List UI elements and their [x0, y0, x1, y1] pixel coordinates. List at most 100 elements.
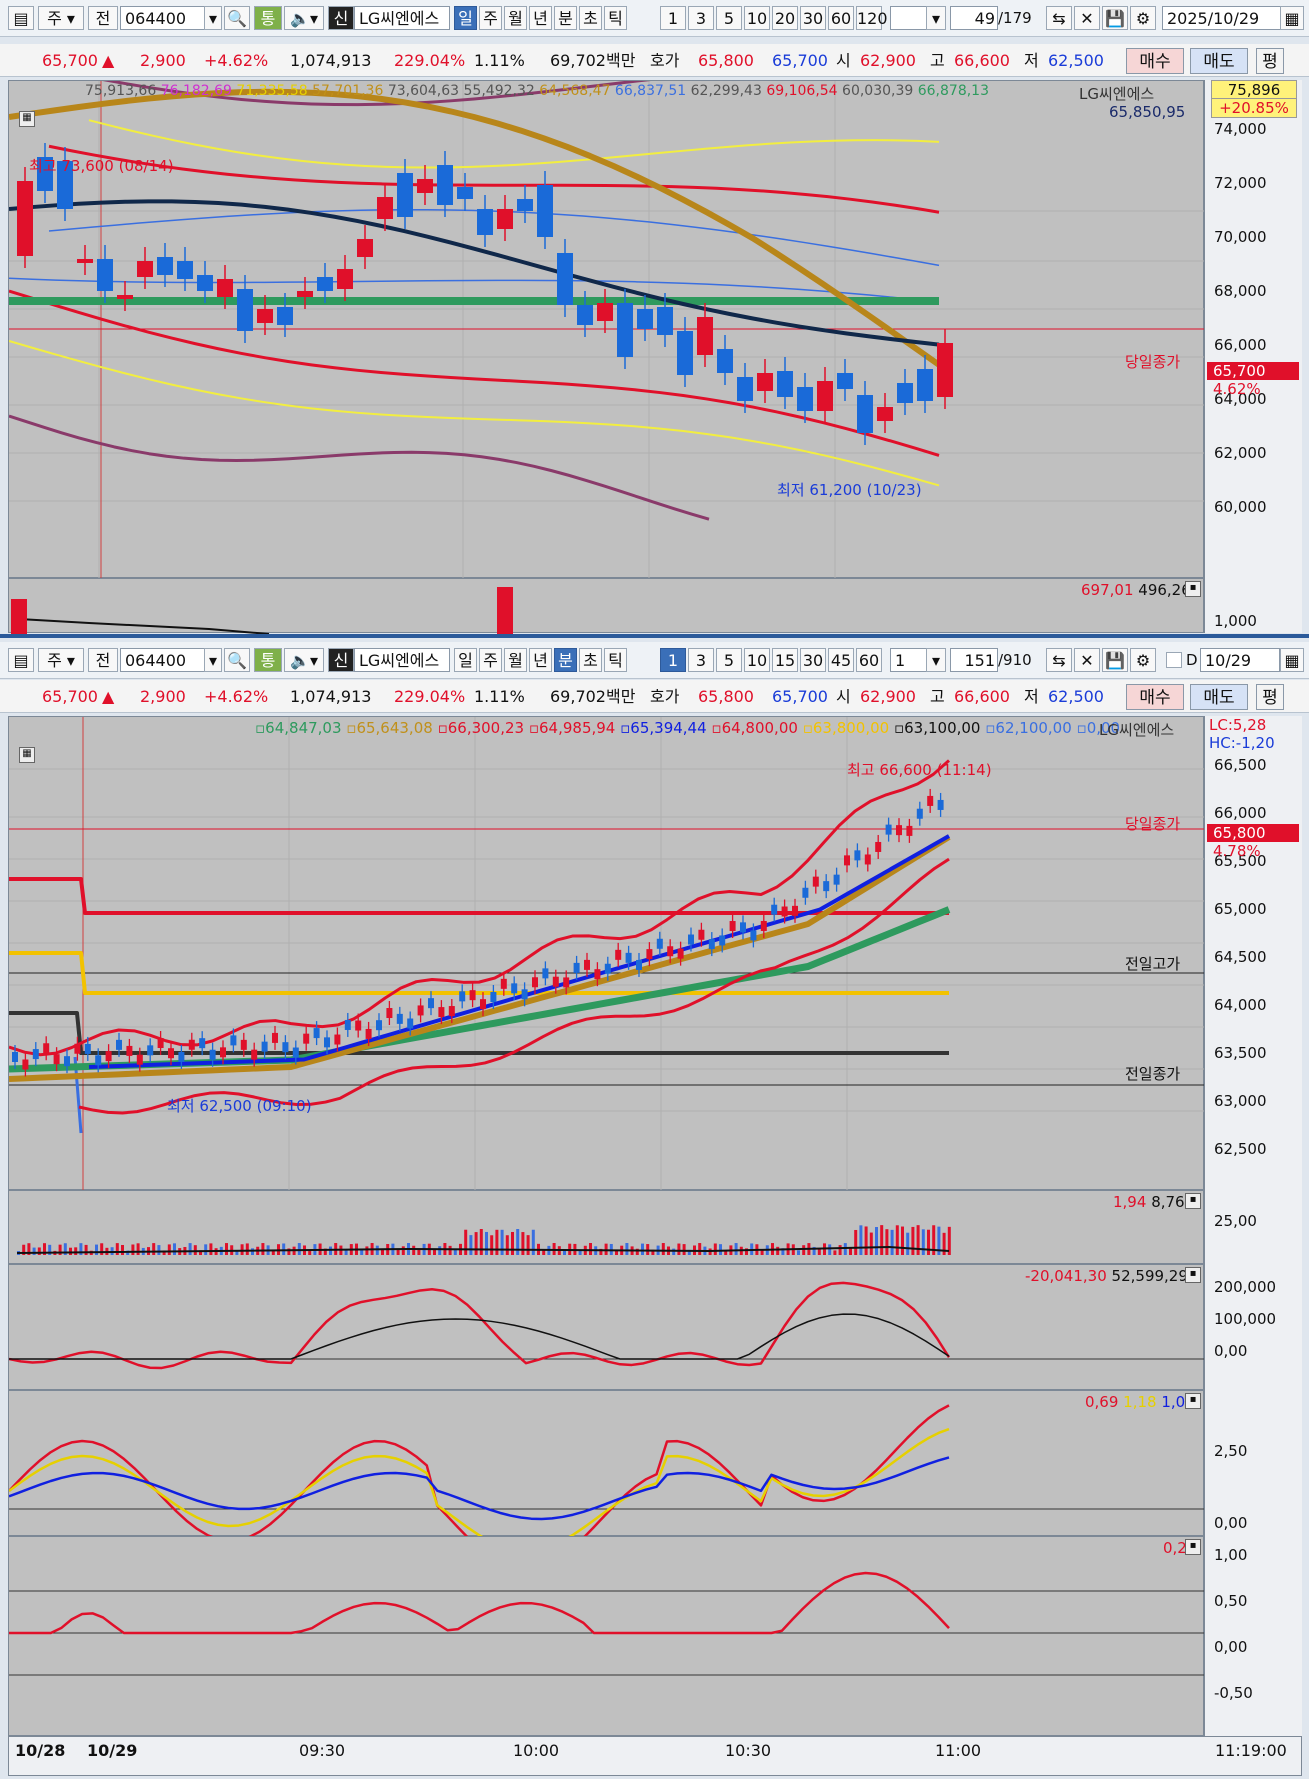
minute-step-0[interactable]: 1	[660, 6, 686, 30]
page-input[interactable]: 151	[950, 648, 998, 672]
compare-icon[interactable]: ⇆	[1046, 6, 1072, 30]
search-icon[interactable]: 🔍	[224, 648, 250, 672]
minute-step-3[interactable]: 10	[744, 648, 770, 672]
calendar-icon[interactable]: ▦	[1280, 648, 1304, 672]
volume-bar	[131, 1244, 135, 1255]
macd-close-icon[interactable]: ▪	[1185, 1267, 1201, 1283]
sell-button[interactable]: 매도	[1190, 48, 1248, 74]
minute-high-note: 최고 66,600 (11:14)	[847, 761, 992, 779]
minute-step-5[interactable]: 30	[800, 648, 826, 672]
d-checkbox[interactable]	[1166, 652, 1182, 668]
code-dropdown-icon[interactable]: ▾	[204, 648, 222, 672]
daily-low-note: 최저 61,200 (10/23)	[777, 481, 922, 499]
date-input[interactable]: 2025/10/29	[1162, 6, 1282, 30]
candle-body	[117, 295, 133, 299]
minute-step-6[interactable]: 45	[828, 648, 854, 672]
close-price-tag: 65,700	[1207, 362, 1299, 380]
minute-step-7[interactable]: 120	[856, 6, 888, 30]
gear-icon[interactable]: ⚙	[1130, 648, 1156, 672]
period-tab-2[interactable]: 월	[504, 6, 527, 30]
tong-button[interactable]: 통	[254, 648, 282, 672]
all-button[interactable]: 전	[88, 6, 118, 30]
save-icon[interactable]: 💾	[1102, 648, 1128, 672]
minute-step-1[interactable]: 3	[688, 6, 714, 30]
page-input[interactable]: 49	[950, 6, 998, 30]
eval-button[interactable]: 평	[1256, 684, 1284, 710]
candle-body	[282, 1042, 289, 1053]
crosshair-icon[interactable]: ✕	[1074, 648, 1100, 672]
candle-body	[927, 795, 934, 806]
period-tab-5[interactable]: 초	[579, 6, 602, 30]
top-legend-value: 73,604,63	[387, 83, 464, 99]
period-tab-4[interactable]: 분	[554, 648, 577, 672]
volume-bar	[776, 1246, 780, 1255]
minute-step-0[interactable]: 1	[660, 648, 686, 672]
crosshair-icon[interactable]: ✕	[1074, 6, 1100, 30]
macd-a: -20,041,30	[1025, 1267, 1107, 1285]
step-dropdown-icon[interactable]: ▾	[926, 648, 946, 672]
period-tab-1[interactable]: 주	[479, 6, 502, 30]
grid-toggle-icon[interactable]: ▦	[19, 111, 35, 127]
step-input[interactable]: 1	[890, 648, 930, 672]
minute-step-5[interactable]: 30	[800, 6, 826, 30]
ind-close-icon[interactable]: ▪	[1185, 1539, 1201, 1555]
market-select[interactable]: 주 ▾	[38, 6, 84, 30]
speaker-icon[interactable]: 🔈▾	[284, 6, 324, 30]
daily-price-chart[interactable]: ▦ 75,913,66 76,182,69 71,335,58 57,701,3…	[8, 80, 1205, 579]
tong-button[interactable]: 통	[254, 6, 282, 30]
search-icon[interactable]: 🔍	[224, 6, 250, 30]
buy-button[interactable]: 매수	[1126, 684, 1184, 710]
period-tab-1[interactable]: 주	[479, 648, 502, 672]
page-total: /179	[998, 9, 1032, 27]
candle-body	[875, 841, 882, 852]
calendar-icon[interactable]: ▦	[1280, 6, 1304, 30]
minute-step-3[interactable]: 10	[744, 6, 770, 30]
minute-step-4[interactable]: 15	[772, 648, 798, 672]
save-icon[interactable]: 💾	[1102, 6, 1128, 30]
period-tab-0[interactable]: 일	[454, 6, 477, 30]
volume-ratio: 229.04%	[394, 687, 466, 706]
daily-vol-close-icon[interactable]: ▪	[1185, 581, 1201, 597]
buy-button[interactable]: 매수	[1126, 48, 1184, 74]
eval-button[interactable]: 평	[1256, 48, 1284, 74]
market-label: 주	[47, 9, 62, 28]
open-price: 62,900	[860, 51, 916, 70]
period-tab-6[interactable]: 틱	[604, 6, 627, 30]
volume-bar	[58, 1244, 62, 1255]
minute-step-6[interactable]: 60	[828, 6, 854, 30]
period-tab-3[interactable]: 년	[529, 6, 552, 30]
minute-price-chart[interactable]: ▦ ▫64,847,03 ▫65,643,08 ▫66,300,23 ▫64,9…	[8, 716, 1205, 1191]
minute-step-7[interactable]: 60	[856, 648, 882, 672]
sell-button[interactable]: 매도	[1190, 684, 1248, 710]
volume-bar	[173, 1243, 176, 1255]
period-tab-3[interactable]: 년	[529, 648, 552, 672]
speaker-icon[interactable]: 🔈▾	[284, 648, 324, 672]
period-tab-0[interactable]: 일	[454, 648, 477, 672]
period-tab-4[interactable]: 분	[554, 6, 577, 30]
minute-step-2[interactable]: 5	[716, 648, 742, 672]
menu-icon[interactable]: ▤	[8, 6, 34, 30]
gear-icon[interactable]: ⚙	[1130, 6, 1156, 30]
volume-bar	[43, 1243, 46, 1255]
menu-icon[interactable]: ▤	[8, 648, 34, 672]
vol-close-icon[interactable]: ▪	[1185, 1193, 1201, 1209]
osc-close-icon[interactable]: ▪	[1185, 1393, 1201, 1409]
compare-icon[interactable]: ⇆	[1046, 648, 1072, 672]
period-tab-2[interactable]: 월	[504, 648, 527, 672]
minute-step-2[interactable]: 5	[716, 6, 742, 30]
period-tab-5[interactable]: 초	[579, 648, 602, 672]
code-dropdown-icon[interactable]: ▾	[204, 6, 222, 30]
all-button[interactable]: 전	[88, 648, 118, 672]
minute-step-1[interactable]: 3	[688, 648, 714, 672]
step-dropdown-icon[interactable]: ▾	[926, 6, 946, 30]
period-tab-6[interactable]: 틱	[604, 648, 627, 672]
stock-code-input[interactable]: 064400	[120, 648, 206, 672]
market-select[interactable]: 주 ▾	[38, 648, 84, 672]
grid-toggle-icon[interactable]: ▦	[19, 747, 35, 763]
minute-step-4[interactable]: 20	[772, 6, 798, 30]
y-tick-label: 0,50	[1214, 1592, 1248, 1610]
candle-body	[240, 1039, 247, 1050]
top-legend-value: 55,492,32	[463, 83, 540, 99]
stock-code-input[interactable]: 064400	[120, 6, 206, 30]
date-input[interactable]: 10/29	[1200, 648, 1280, 672]
